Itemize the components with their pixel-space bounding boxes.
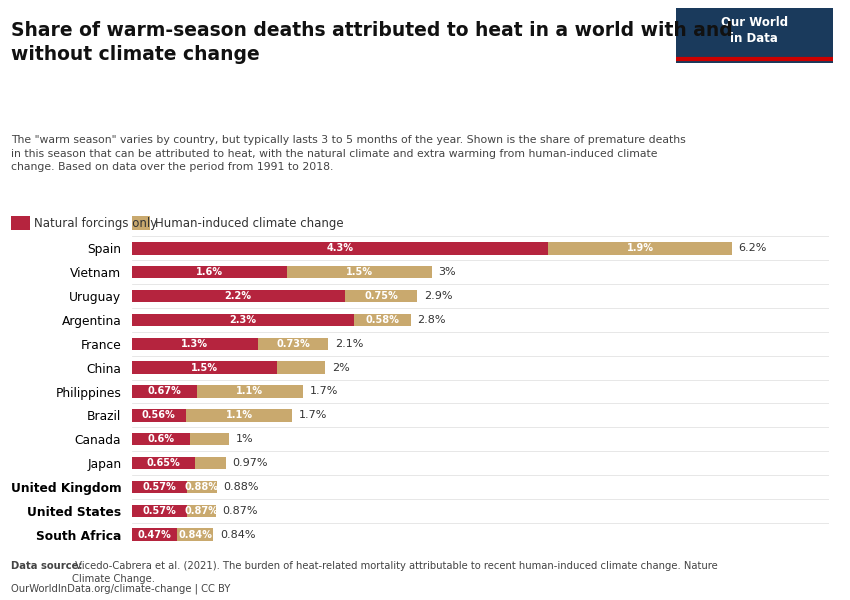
Text: 6.2%: 6.2% (739, 244, 767, 253)
Bar (258, 338, 328, 350)
Bar (132, 338, 258, 350)
Text: 0.88%: 0.88% (224, 482, 259, 492)
Bar (178, 529, 213, 541)
Text: 1.6%: 1.6% (196, 267, 223, 277)
Text: 0.75%: 0.75% (364, 291, 398, 301)
Text: 0.97%: 0.97% (232, 458, 268, 468)
Text: Share of warm-season deaths attributed to heat in a world with and
without clima: Share of warm-season deaths attributed t… (11, 21, 733, 64)
Text: OurWorldInData.org/climate-change | CC BY: OurWorldInData.org/climate-change | CC B… (11, 583, 230, 594)
Bar (132, 481, 187, 493)
Text: Our World
in Data: Our World in Data (721, 16, 788, 46)
Bar (132, 242, 548, 254)
Text: 1.7%: 1.7% (299, 410, 327, 421)
Text: 0.87%: 0.87% (223, 506, 258, 516)
Text: Data source:: Data source: (11, 561, 82, 571)
Text: 2.9%: 2.9% (424, 291, 452, 301)
Text: 0.57%: 0.57% (143, 506, 176, 516)
Text: 1.3%: 1.3% (181, 339, 208, 349)
Text: 0.47%: 0.47% (138, 530, 172, 539)
Text: Human-induced climate change: Human-induced climate change (155, 217, 343, 230)
Text: The "warm season" varies by country, but typically lasts 3 to 5 months of the ye: The "warm season" varies by country, but… (11, 135, 686, 172)
Bar (345, 290, 417, 302)
Bar (132, 409, 186, 422)
Text: 2.2%: 2.2% (224, 291, 252, 301)
Bar (186, 409, 292, 422)
Bar (187, 481, 217, 493)
Text: 1.5%: 1.5% (191, 362, 218, 373)
Bar (187, 505, 216, 517)
Bar (286, 266, 432, 278)
Bar (132, 457, 195, 469)
Text: 0.58%: 0.58% (366, 315, 400, 325)
Text: 1.9%: 1.9% (626, 244, 654, 253)
Bar (132, 433, 190, 445)
Text: 3%: 3% (439, 267, 456, 277)
Bar (196, 385, 303, 398)
Bar (132, 385, 196, 398)
Bar (132, 314, 354, 326)
Text: 1.1%: 1.1% (236, 386, 264, 397)
Bar (132, 290, 345, 302)
Text: 1.1%: 1.1% (226, 410, 252, 421)
Text: 4.3%: 4.3% (326, 244, 354, 253)
Text: 2%: 2% (332, 362, 350, 373)
Text: 0.84%: 0.84% (178, 530, 212, 539)
Bar (190, 433, 229, 445)
Text: 2.8%: 2.8% (417, 315, 446, 325)
Bar (132, 266, 286, 278)
Text: 0.88%: 0.88% (185, 482, 219, 492)
Bar (548, 242, 732, 254)
Text: 0.56%: 0.56% (142, 410, 176, 421)
Text: 1.5%: 1.5% (346, 267, 373, 277)
Text: 2.1%: 2.1% (335, 339, 364, 349)
Text: 0.67%: 0.67% (147, 386, 181, 397)
Text: 0.73%: 0.73% (276, 339, 309, 349)
Bar (354, 314, 411, 326)
Bar (132, 505, 187, 517)
Text: 0.84%: 0.84% (220, 530, 255, 539)
Text: 0.65%: 0.65% (146, 458, 180, 468)
Text: 2.3%: 2.3% (230, 315, 257, 325)
Bar (132, 529, 178, 541)
Text: Natural forcings only: Natural forcings only (34, 217, 157, 230)
Text: 1.7%: 1.7% (310, 386, 338, 397)
Bar (132, 361, 277, 374)
Text: 0.57%: 0.57% (143, 482, 176, 492)
Text: 0.6%: 0.6% (147, 434, 174, 444)
Text: 0.87%: 0.87% (184, 506, 218, 516)
Text: Vicedo-Cabrera et al. (2021). The burden of heat-related mortality attributable : Vicedo-Cabrera et al. (2021). The burden… (72, 561, 718, 584)
Bar (277, 361, 326, 374)
Text: 1%: 1% (235, 434, 253, 444)
Bar (195, 457, 225, 469)
